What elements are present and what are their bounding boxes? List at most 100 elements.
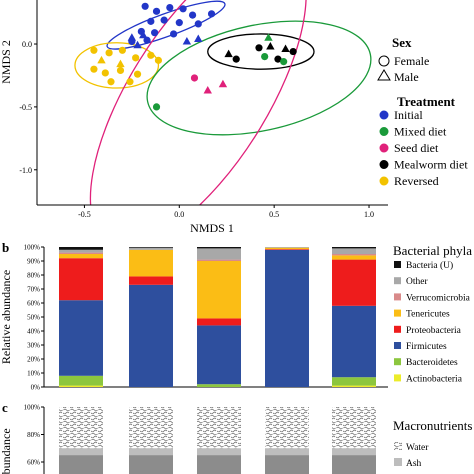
legend-swatch-other [394,277,401,285]
point-initial-female [160,16,168,24]
point-reversed-female [154,56,163,64]
panel-b-letter: b [2,240,9,255]
point-mealworm-diet-female [232,55,240,63]
panel-b-y-axis-label: Relative abundance [0,270,13,364]
legend-label-seed-diet: Seed diet [394,141,439,155]
point-reversed-female [90,46,98,54]
bar-segment-bacteria-u [332,247,376,249]
bar-segment-bacteroidetes [59,375,103,386]
panel-b-y-tick-label: 30% [27,342,40,350]
bar-segment-firmicutes [332,305,376,378]
panel-b-y-tick-label: 100% [24,244,41,252]
legend-swatch-verrucomicrobia [394,293,401,301]
point-mealworm-diet-male [266,42,275,50]
point-seed-diet-male [218,79,228,88]
panel-b-y-tick-label: 0% [31,384,41,392]
point-initial-male [182,37,192,45]
panel-b-y-tick-label: 10% [27,370,40,378]
bar-segment-actinobacteria [332,385,376,387]
panel-b-y-tick-label: 70% [27,286,40,294]
treatment-legend: Initial Mixed diet Seed diet Mealworm diet R… [379,108,468,188]
bar-segment-other [332,248,376,254]
legend-label-other: Other [406,277,428,287]
point-initial-male [133,40,142,49]
point-layer [90,2,297,111]
point-initial-female [166,3,174,12]
legend-label-reversed: Reversed [394,174,439,188]
ellipse-initial [106,0,226,50]
bar-segment-bacteroidetes [197,384,241,387]
bar-segment-bacteria-u [59,247,103,250]
legend-swatch-ash [394,458,402,466]
legend-swatch-tenericutes [394,309,401,317]
point-mixed-diet-male [264,33,273,41]
point-reversed-male [116,59,125,68]
point-reversed-female [90,65,98,73]
panel-b-y-tick-label: 80% [27,272,40,280]
bar-segment-firmicutes [197,325,241,385]
treatment-legend-title: Treatment [397,94,456,109]
panel-a-x-tick-label: 0.5 [269,210,279,219]
panel-a: -0.5 0.0 0.5 1.0 0.0-0.5-1.0 NMDS 1 NMDS 2 … [0,0,468,235]
point-initial-male [139,30,148,39]
legend-label-proteobacteria: Proteobacteria [406,326,462,336]
panel-c-letter: c [2,400,8,415]
panel-a-x-tick-label: 1.0 [364,210,374,219]
legend-label-bacteria-u: Bacteria (U) [406,260,453,271]
bar-segment-water [129,407,173,449]
panel-b-y-tick-label: 50% [27,314,40,322]
point-reversed-female [133,70,142,78]
panel-a-x-ticks: -0.5 0.0 0.5 1.0 [78,205,374,219]
bar-segment-ash [197,448,241,456]
legend-swatch-initial [379,110,389,120]
bar-segment-tenericutes [129,249,173,277]
panel-c-y-axis-label: abundance [0,428,13,474]
legend-swatch-seed-diet [379,143,389,153]
panel-a-y-axis-label: NMDS 2 [0,40,13,84]
bar-segment-firmicutes [129,284,173,387]
legend-swatch-reversed [379,176,389,186]
bar-segment-ash [59,448,103,456]
point-initial-female [207,10,216,18]
bar-segment-other [129,247,173,250]
legend-swatch-firmicutes [394,342,401,349]
point-reversed-female [107,78,115,86]
bar-segment-proteobacteria [59,258,103,301]
bar-segment-other [59,249,103,253]
point-initial-male [194,34,203,42]
panel-c-legend: Water Ash [394,442,429,469]
point-initial-female [170,30,178,38]
legend-swatch-bacteroidetes [394,358,401,366]
bar-segment-proteobacteria [197,318,241,326]
bar-segment-firmicutes [265,249,309,387]
bar-segment-tenericutes [59,254,103,259]
bar-segment-lower [59,455,103,474]
bar-segment-proteobacteria [332,259,376,306]
point-reversed-female [101,69,109,77]
bar-segment-bacteroidetes [332,377,376,386]
bar-segment-bacteria-u [129,247,173,248]
legend-label-bacteroidetes: Bacteroidetes [406,358,458,368]
point-reversed-male [97,55,106,64]
panel-b: b 0% 10% 20% 30% 40% 50% 60% 70% 80% 90% 100% Rela… [0,240,472,392]
sex-legend-title: Sex [392,35,412,50]
legend-label-mixed-diet: Mixed diet [394,125,447,139]
bar-segment-water [59,407,103,449]
point-initial-female [179,5,187,13]
legend-label-water: Water [406,443,429,453]
point-mealworm-diet-male [224,49,233,58]
legend-swatch-water [394,442,402,450]
point-seed-diet-male [203,86,212,94]
panel-b-y-tick-label: 20% [27,356,40,364]
legend-label-actinobacteria: Actinobacteria [406,374,463,384]
point-initial-female [194,20,202,28]
bar-segment-lower [265,455,309,474]
bar-segment-lower [197,455,241,474]
point-mixed-diet-female [261,52,269,61]
ellipse-mealworm-diet [207,33,315,70]
legend-swatch-mixed-diet [379,127,389,136]
panel-a-y-tick-label: -1.0 [19,166,32,175]
bar-segment-tenericutes [265,247,309,250]
point-seed-diet-female [190,74,199,82]
